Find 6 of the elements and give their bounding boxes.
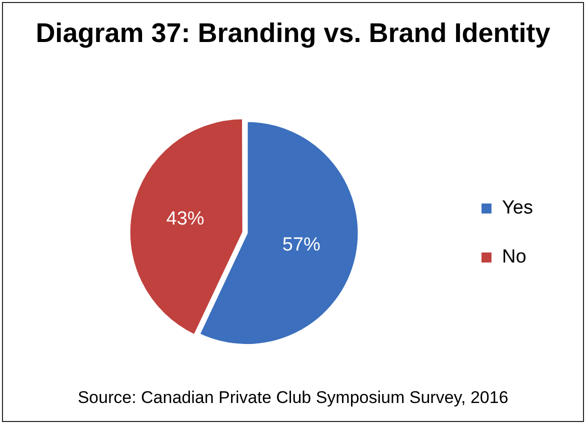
data-label: 43% <box>166 208 204 230</box>
legend-label: Yes <box>502 198 534 219</box>
source-note: Source: Canadian Private Club Symposium Survey, 2016 <box>76 388 510 408</box>
data-label: 57% <box>282 234 321 256</box>
chart-title: Diagram 37: Branding vs. Brand Identity <box>34 17 552 50</box>
legend-label: No <box>502 246 526 268</box>
